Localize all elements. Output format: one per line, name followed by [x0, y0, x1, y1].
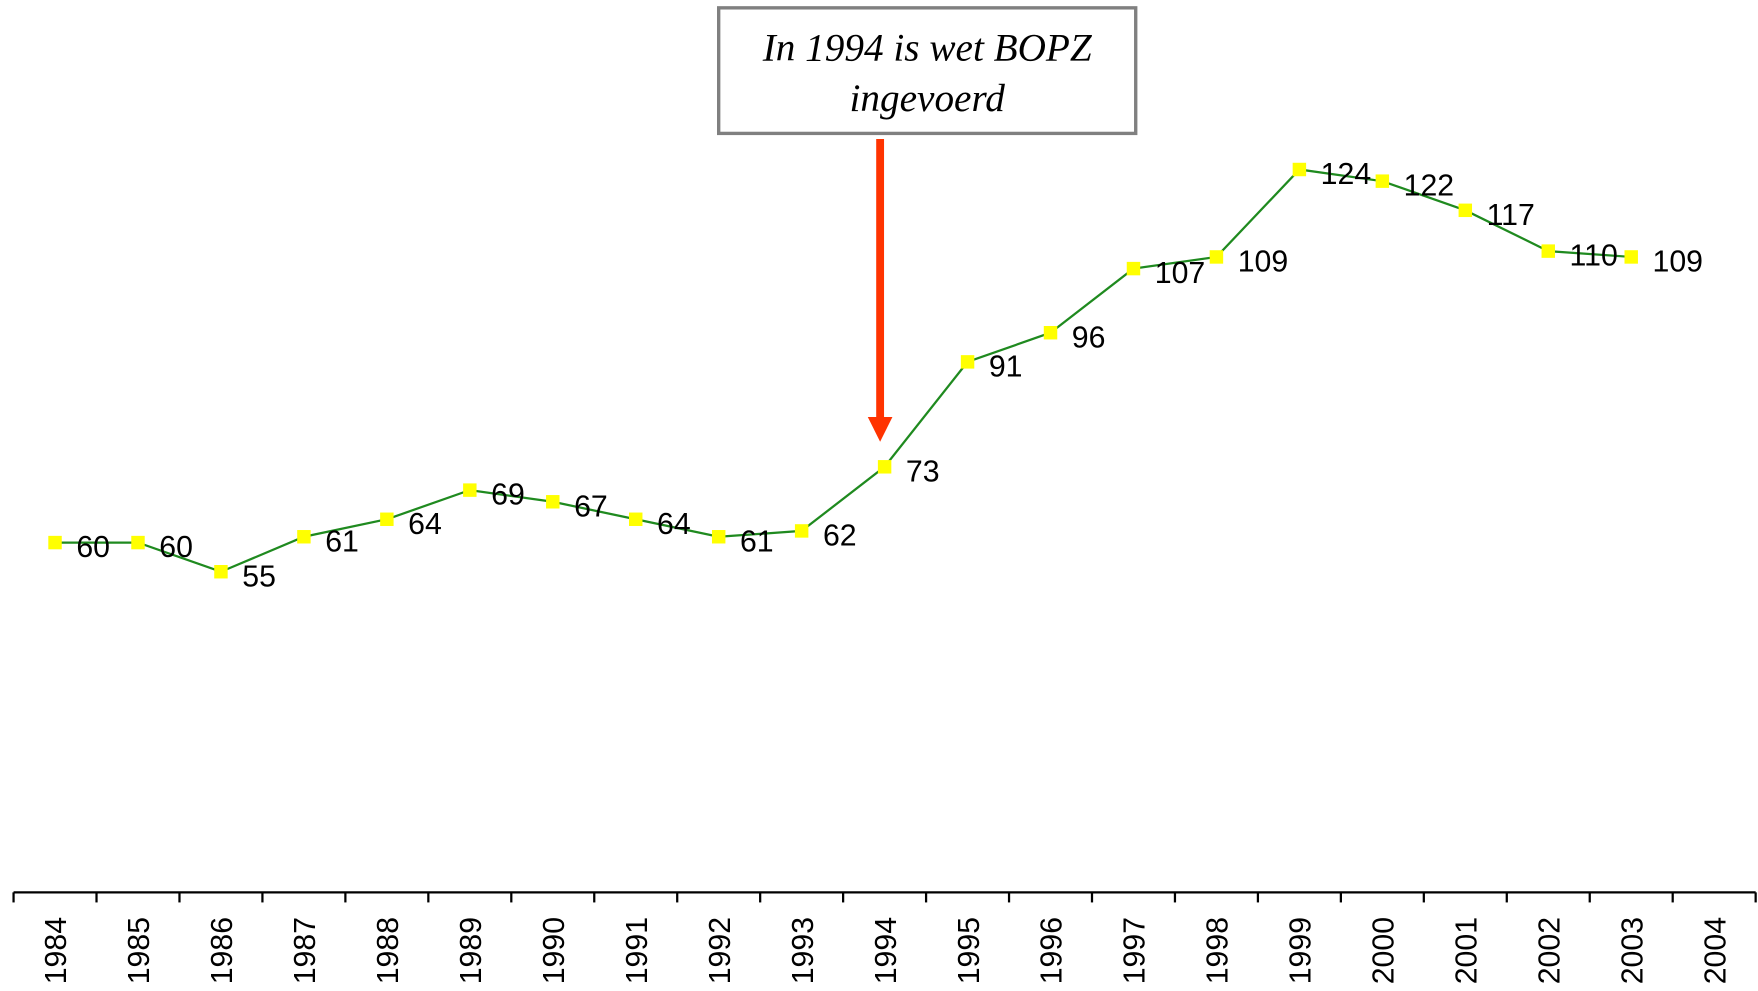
- annotation-line: ingevoerd: [850, 77, 1006, 120]
- marker: [1624, 250, 1638, 264]
- marker: [1043, 325, 1058, 340]
- data-label: 107: [1155, 257, 1205, 290]
- data-label: 61: [740, 525, 774, 558]
- x-tick-label: 1992: [704, 917, 737, 984]
- x-tick-label: 1994: [870, 917, 903, 984]
- data-label: 64: [408, 508, 442, 541]
- marker: [546, 495, 560, 509]
- marker: [1541, 244, 1555, 258]
- x-tick-label: 2000: [1368, 917, 1401, 984]
- data-label: 117: [1487, 199, 1535, 232]
- data-label: 109: [1653, 246, 1703, 279]
- data-label: 60: [76, 531, 110, 564]
- data-label: 91: [989, 350, 1023, 383]
- data-label: 64: [657, 508, 691, 541]
- marker: [711, 530, 726, 544]
- annotation-line: In 1994 is wet BOPZ: [762, 27, 1093, 70]
- x-tick-label: 1990: [538, 917, 571, 984]
- marker: [629, 512, 643, 526]
- line: [55, 168, 1632, 573]
- data-label: 96: [1072, 321, 1106, 354]
- marker: [1126, 261, 1141, 276]
- x-tick-label: 1991: [621, 917, 654, 984]
- x-tick-label: 1996: [1036, 917, 1069, 984]
- x-tick-label: 1993: [787, 917, 820, 984]
- x-tick-label: 1985: [123, 917, 156, 984]
- data-label: 55: [242, 560, 276, 593]
- x-tick-label: 1987: [289, 917, 322, 984]
- x-tick-label: 1999: [1285, 917, 1318, 984]
- x-tick-label: 1986: [206, 917, 239, 984]
- data-label: 73: [906, 455, 940, 488]
- annotation-box: [717, 6, 1138, 136]
- marker: [380, 512, 394, 526]
- marker: [960, 355, 975, 369]
- x-tick-label: 2003: [1616, 917, 1649, 984]
- x-tick-label: 1984: [40, 917, 73, 984]
- marker: [48, 535, 62, 550]
- x-tick-label: 1998: [1202, 917, 1235, 984]
- x-tick-label: 1988: [372, 917, 405, 984]
- annotation-arrowhead: [867, 417, 893, 442]
- marker: [1292, 162, 1307, 177]
- data-label: 109: [1238, 246, 1288, 279]
- marker: [1209, 250, 1224, 264]
- data-label: 69: [491, 479, 525, 512]
- data-label: 67: [574, 490, 608, 523]
- marker: [794, 524, 809, 538]
- data-label: 124: [1321, 158, 1371, 191]
- x-tick-label: 2004: [1699, 917, 1732, 984]
- x-tick-label: 2001: [1451, 917, 1484, 984]
- marker: [877, 460, 892, 474]
- x-tick-label: 2002: [1533, 917, 1566, 984]
- marker: [1458, 203, 1473, 218]
- marker: [131, 535, 145, 550]
- marker: [214, 565, 228, 579]
- data-label: 60: [159, 531, 193, 564]
- marker: [1375, 174, 1390, 188]
- marker: [463, 483, 477, 497]
- data-label: 62: [823, 519, 857, 552]
- data-label: 61: [325, 525, 359, 558]
- marker: [297, 530, 311, 544]
- x-tick-label: 1997: [1119, 917, 1152, 984]
- data-label: 110: [1570, 240, 1618, 273]
- data-label: 122: [1404, 170, 1454, 203]
- x-tick-label: 1995: [953, 917, 986, 984]
- x-tick-label: 1989: [455, 917, 488, 984]
